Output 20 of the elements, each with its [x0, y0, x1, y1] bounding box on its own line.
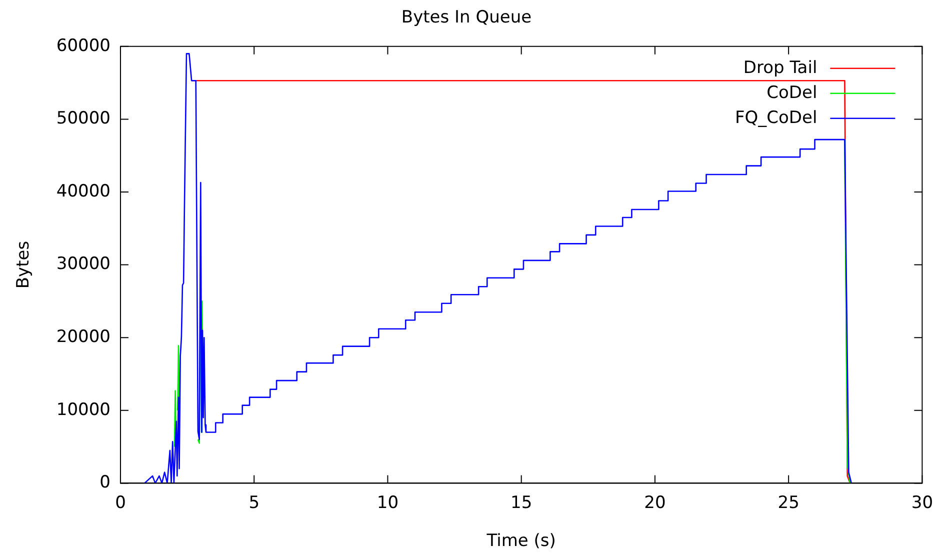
chart-title: Bytes In Queue: [401, 8, 532, 28]
x-tick-label: 0: [115, 492, 126, 513]
y-tick-label: 50000: [56, 108, 110, 129]
y-tick-label: 10000: [56, 400, 110, 420]
x-axis-title: Time (s): [486, 531, 556, 552]
x-tick-label: 10: [376, 492, 399, 513]
y-tick-label: 30000: [56, 254, 110, 274]
y-tick-label: 0: [100, 472, 110, 493]
y-tick-label: 40000: [56, 181, 110, 202]
legend-label: FQ_CoDel: [734, 108, 818, 128]
x-tick-label: 15: [510, 492, 532, 513]
y-tick-label: 60000: [56, 36, 110, 56]
y-axis-title: Bytes: [14, 240, 34, 289]
legend-label: CoDel: [766, 82, 818, 103]
legend-label: Drop Tail: [743, 58, 818, 78]
x-tick-label: 30: [911, 492, 934, 513]
x-tick-label: 20: [644, 492, 666, 513]
x-tick-label: 5: [248, 492, 260, 513]
x-tick-label: 25: [778, 492, 800, 513]
y-tick-label: 20000: [56, 327, 110, 348]
